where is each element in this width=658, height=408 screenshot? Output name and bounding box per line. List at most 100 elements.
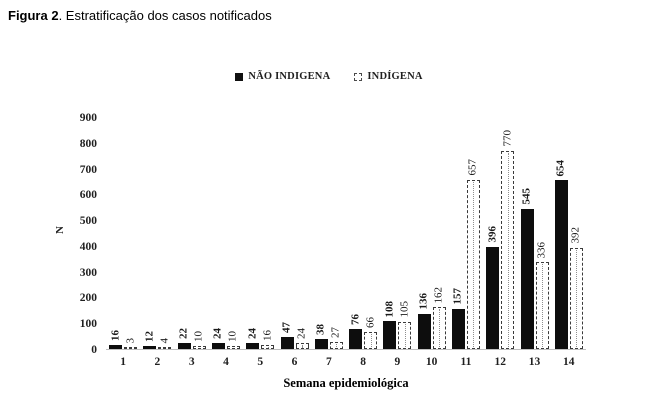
- bar-nao-indigena: [417, 313, 431, 349]
- bar-nao-indigena: [314, 339, 328, 349]
- bar-nao-indigena: [554, 180, 568, 349]
- bar-group-week-10: 136 162 10: [415, 118, 449, 368]
- legend-dashed-square-icon: [354, 72, 363, 81]
- bar-indigena: [432, 307, 446, 349]
- data-label-indigena: 657: [466, 159, 479, 176]
- data-label-nao-indigena: 38: [314, 324, 327, 336]
- bar-group-week-4: 24 10 4: [209, 118, 243, 368]
- y-tick-label: 700: [79, 163, 97, 176]
- x-tick-label: 10: [425, 356, 438, 368]
- bar-group-week-8: 76 66 8: [346, 118, 380, 368]
- data-label-indigena: 105: [398, 301, 411, 318]
- bar-indigena: [295, 342, 309, 349]
- data-label-nao-indigena: 24: [211, 327, 224, 339]
- bar-group-week-1: 16 3 1: [106, 118, 140, 368]
- data-label-nao-indigena: 108: [383, 300, 396, 318]
- legend-item-indigena: INDÍGENA: [354, 71, 422, 82]
- bar-group-week-14: 654 392 14: [552, 118, 586, 368]
- data-label-nao-indigena: 16: [109, 329, 122, 341]
- bar-nao-indigena: [383, 321, 397, 349]
- bar-group-week-11: 157 657 11: [449, 118, 483, 368]
- bar-indigena: [569, 247, 583, 349]
- x-tick-label: 1: [120, 356, 127, 368]
- bar-group-week-13: 545 336 13: [517, 118, 551, 368]
- data-label-indigena: 3: [124, 337, 137, 344]
- data-label-nao-indigena: 654: [554, 159, 567, 177]
- data-label-indigena: 392: [569, 227, 582, 244]
- bar-indigena: [226, 346, 240, 349]
- y-tick-label: 300: [79, 266, 97, 279]
- bar-indigena: [398, 321, 412, 349]
- x-tick-label: 3: [188, 356, 195, 368]
- x-axis-title: Semana epidemiológica: [283, 376, 409, 390]
- data-label-indigena: 770: [501, 130, 514, 147]
- figure-title-text: . Estratificação dos casos notificados: [58, 8, 272, 23]
- bar-indigena: [329, 342, 343, 349]
- legend-item-nao-indigena: NÃO INDIGENA: [235, 71, 330, 82]
- legend-label-nao-indigena: NÃO INDIGENA: [248, 71, 331, 82]
- legend-solid-square-icon: [235, 72, 244, 81]
- data-label-nao-indigena: 12: [143, 330, 156, 342]
- bar-nao-indigena: [520, 208, 534, 349]
- bar-nao-indigena: [109, 344, 123, 349]
- bar-indigena: [124, 347, 138, 349]
- data-label-indigena: 66: [364, 317, 377, 328]
- data-label-nao-indigena: 136: [417, 293, 430, 310]
- bar-group-week-9: 108 105 9: [380, 118, 414, 368]
- bar-nao-indigena: [177, 343, 191, 349]
- y-tick-label: 400: [79, 240, 97, 253]
- y-tick-label: 900: [79, 112, 97, 124]
- bar-group-week-6: 47 24 6: [277, 118, 311, 368]
- bar-group-week-12: 396 770 12: [483, 118, 517, 368]
- y-tick-label: 800: [79, 137, 97, 150]
- bar-nao-indigena: [246, 342, 260, 349]
- x-tick-label: 4: [223, 356, 229, 368]
- bar-indigena: [158, 347, 172, 349]
- data-label-indigena: 336: [535, 241, 548, 259]
- x-tick-label: 12: [494, 356, 506, 368]
- bar-indigena: [364, 332, 378, 349]
- bar-group-week-3: 22 10 3: [175, 118, 209, 368]
- data-label-nao-indigena: 157: [451, 288, 464, 305]
- figure-title-number: Figura 2: [8, 8, 59, 23]
- x-tick-label: 7: [325, 356, 332, 368]
- bar-indigena: [261, 344, 275, 349]
- bar-nao-indigena: [451, 308, 465, 349]
- y-tick-label: 0: [91, 344, 97, 356]
- data-label-indigena: 24: [295, 327, 308, 339]
- bar-group-week-7: 38 27 7: [312, 118, 346, 368]
- data-label-nao-indigena: 24: [246, 327, 259, 339]
- data-label-indigena: 16: [261, 329, 274, 341]
- x-tick-label: 9: [394, 356, 401, 368]
- bar-indigena: [501, 150, 515, 349]
- x-tick-label: 2: [154, 356, 161, 368]
- data-label-nao-indigena: 22: [177, 328, 190, 340]
- y-axis-ticks: 0 100 200 300 400 500 600 700 800 900: [0, 112, 97, 356]
- x-tick-label: 11: [460, 356, 472, 368]
- data-label-nao-indigena: 396: [486, 226, 499, 243]
- bar-group-week-5: 24 16 5: [243, 118, 277, 368]
- data-label-indigena: 10: [226, 331, 239, 343]
- data-label-nao-indigena: 47: [280, 321, 293, 333]
- bar-nao-indigena: [143, 345, 157, 349]
- x-tick-label: 13: [528, 356, 541, 368]
- bar-nao-indigena: [486, 246, 500, 349]
- y-tick-label: 500: [79, 215, 97, 228]
- data-label-nao-indigena: 545: [520, 188, 533, 205]
- x-tick-label: 8: [360, 356, 366, 368]
- x-tick-label: 14: [563, 356, 575, 368]
- bar-nao-indigena: [280, 336, 294, 349]
- data-label-indigena: 162: [432, 286, 445, 304]
- bar-nao-indigena: [211, 342, 225, 349]
- bar-group-week-2: 12 4 2: [140, 118, 174, 368]
- bar-indigena: [535, 262, 549, 349]
- bar-indigena: [192, 346, 206, 349]
- x-tick-label: 5: [257, 356, 264, 368]
- y-tick-label: 600: [79, 189, 97, 202]
- y-tick-label: 100: [79, 318, 97, 331]
- plot-area: 16 3 1 12 4 2 22 10 3 24 10 4 24 16 5 47 24 6 38 27 7 76 66 8 10…: [106, 118, 586, 368]
- bar-nao-indigena: [349, 329, 363, 349]
- data-label-nao-indigena: 76: [349, 314, 362, 326]
- figure-title: Figura 2. Estratificação dos casos notif…: [8, 8, 272, 23]
